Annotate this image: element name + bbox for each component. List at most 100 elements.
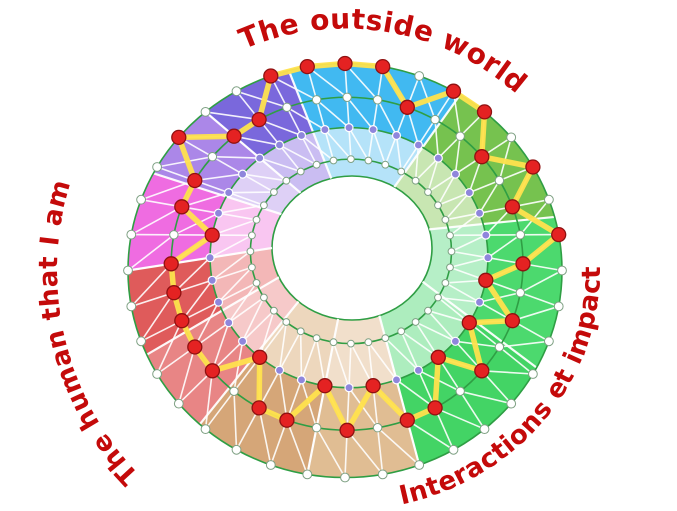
grid-node[interactable] <box>296 167 305 176</box>
grid-node[interactable] <box>229 386 239 396</box>
score-dots[interactable] <box>163 55 567 438</box>
grid-node[interactable] <box>126 301 137 312</box>
grid-node[interactable] <box>329 156 338 165</box>
grid-node[interactable] <box>252 279 261 287</box>
score-dot[interactable] <box>515 256 531 272</box>
grid-node[interactable] <box>207 152 218 162</box>
grid-node[interactable] <box>434 293 442 302</box>
grid-node[interactable] <box>152 162 163 172</box>
score-dot[interactable] <box>187 172 203 189</box>
grid-node[interactable] <box>270 188 278 197</box>
grid-node[interactable] <box>414 460 425 470</box>
grid-node[interactable] <box>397 327 406 336</box>
grid-node[interactable] <box>296 130 307 141</box>
grid-node[interactable] <box>364 156 373 165</box>
grid-node[interactable] <box>474 297 485 307</box>
grid-node[interactable] <box>424 306 432 315</box>
grid-node[interactable] <box>381 160 390 169</box>
grid-node[interactable] <box>248 263 256 272</box>
score-dot[interactable] <box>279 412 295 428</box>
score-dot[interactable] <box>174 313 190 329</box>
grid-node[interactable] <box>441 215 450 224</box>
sector-green-b[interactable] <box>396 318 537 465</box>
score-dot[interactable] <box>339 422 355 438</box>
grid-node[interactable] <box>340 472 350 483</box>
grid-node[interactable] <box>344 383 354 393</box>
grid-node[interactable] <box>311 423 322 433</box>
grid-node[interactable] <box>450 336 460 346</box>
grid-node[interactable] <box>557 265 567 276</box>
grid-node[interactable] <box>152 369 163 379</box>
grid-node[interactable] <box>231 444 242 455</box>
grid-node[interactable] <box>553 301 564 312</box>
score-dot[interactable] <box>430 349 446 365</box>
grid-node[interactable] <box>123 265 133 276</box>
grid-node[interactable] <box>424 188 432 197</box>
grid-node[interactable] <box>342 92 352 103</box>
score-dot[interactable] <box>174 199 190 215</box>
score-dot[interactable] <box>204 227 220 243</box>
score-dot[interactable] <box>504 199 521 215</box>
grid-node[interactable] <box>447 247 456 256</box>
grid-node[interactable] <box>213 208 224 218</box>
sector-red[interactable] <box>210 248 279 311</box>
grid-node[interactable] <box>372 95 383 105</box>
grid-node[interactable] <box>207 275 217 285</box>
score-dot[interactable] <box>445 83 462 99</box>
grid-node[interactable] <box>515 230 525 240</box>
score-dot[interactable] <box>251 111 267 128</box>
grid-node[interactable] <box>126 229 137 240</box>
grid-node[interactable] <box>265 460 276 470</box>
grid-node[interactable] <box>246 247 255 256</box>
score-dot[interactable] <box>251 400 267 416</box>
grid-node[interactable] <box>494 175 505 186</box>
grid-nodes[interactable] <box>123 71 567 483</box>
grid-node[interactable] <box>231 86 242 97</box>
grid-node[interactable] <box>296 375 307 385</box>
grid-node[interactable] <box>364 338 373 347</box>
grid-node[interactable] <box>441 279 450 287</box>
grid-node[interactable] <box>347 155 355 164</box>
score-dot[interactable] <box>427 400 443 416</box>
sector-green-a[interactable] <box>422 224 488 319</box>
grid-node[interactable] <box>448 444 459 455</box>
grid-node[interactable] <box>515 288 525 298</box>
grid-node[interactable] <box>411 176 420 185</box>
grid-node[interactable] <box>455 131 465 141</box>
score-dot[interactable] <box>476 104 493 120</box>
grid-node[interactable] <box>483 253 493 263</box>
score-dot[interactable] <box>263 68 279 84</box>
grid-node[interactable] <box>200 107 211 117</box>
grid-node[interactable] <box>270 306 278 315</box>
score-dot[interactable] <box>399 412 415 428</box>
grid-node[interactable] <box>446 263 454 272</box>
grid-node[interactable] <box>173 398 184 409</box>
grid-node[interactable] <box>455 386 465 396</box>
grid-node[interactable] <box>528 369 538 379</box>
score-dot[interactable] <box>525 159 541 175</box>
grid-node[interactable] <box>282 176 291 185</box>
grid-node[interactable] <box>238 169 248 179</box>
grid-node[interactable] <box>344 122 354 133</box>
grid-node[interactable] <box>446 231 454 240</box>
grid-node[interactable] <box>224 188 234 198</box>
score-dot[interactable] <box>317 378 333 394</box>
score-dot[interactable] <box>504 313 521 329</box>
grid-node[interactable] <box>136 336 147 347</box>
score-dot[interactable] <box>163 256 179 272</box>
grid-node[interactable] <box>282 318 291 326</box>
grid-node[interactable] <box>302 469 313 480</box>
grid-node[interactable] <box>377 469 388 480</box>
grid-node[interactable] <box>282 102 292 113</box>
grid-node[interactable] <box>413 365 423 375</box>
grid-node[interactable] <box>414 71 425 81</box>
grid-node[interactable] <box>312 160 321 169</box>
grid-node[interactable] <box>372 423 383 433</box>
grid-node[interactable] <box>544 336 554 347</box>
grid-node[interactable] <box>213 297 224 307</box>
score-dot[interactable] <box>187 339 203 355</box>
grid-node[interactable] <box>238 336 248 346</box>
grid-node[interactable] <box>474 208 485 218</box>
grid-node[interactable] <box>413 140 423 150</box>
grid-node[interactable] <box>252 215 261 224</box>
